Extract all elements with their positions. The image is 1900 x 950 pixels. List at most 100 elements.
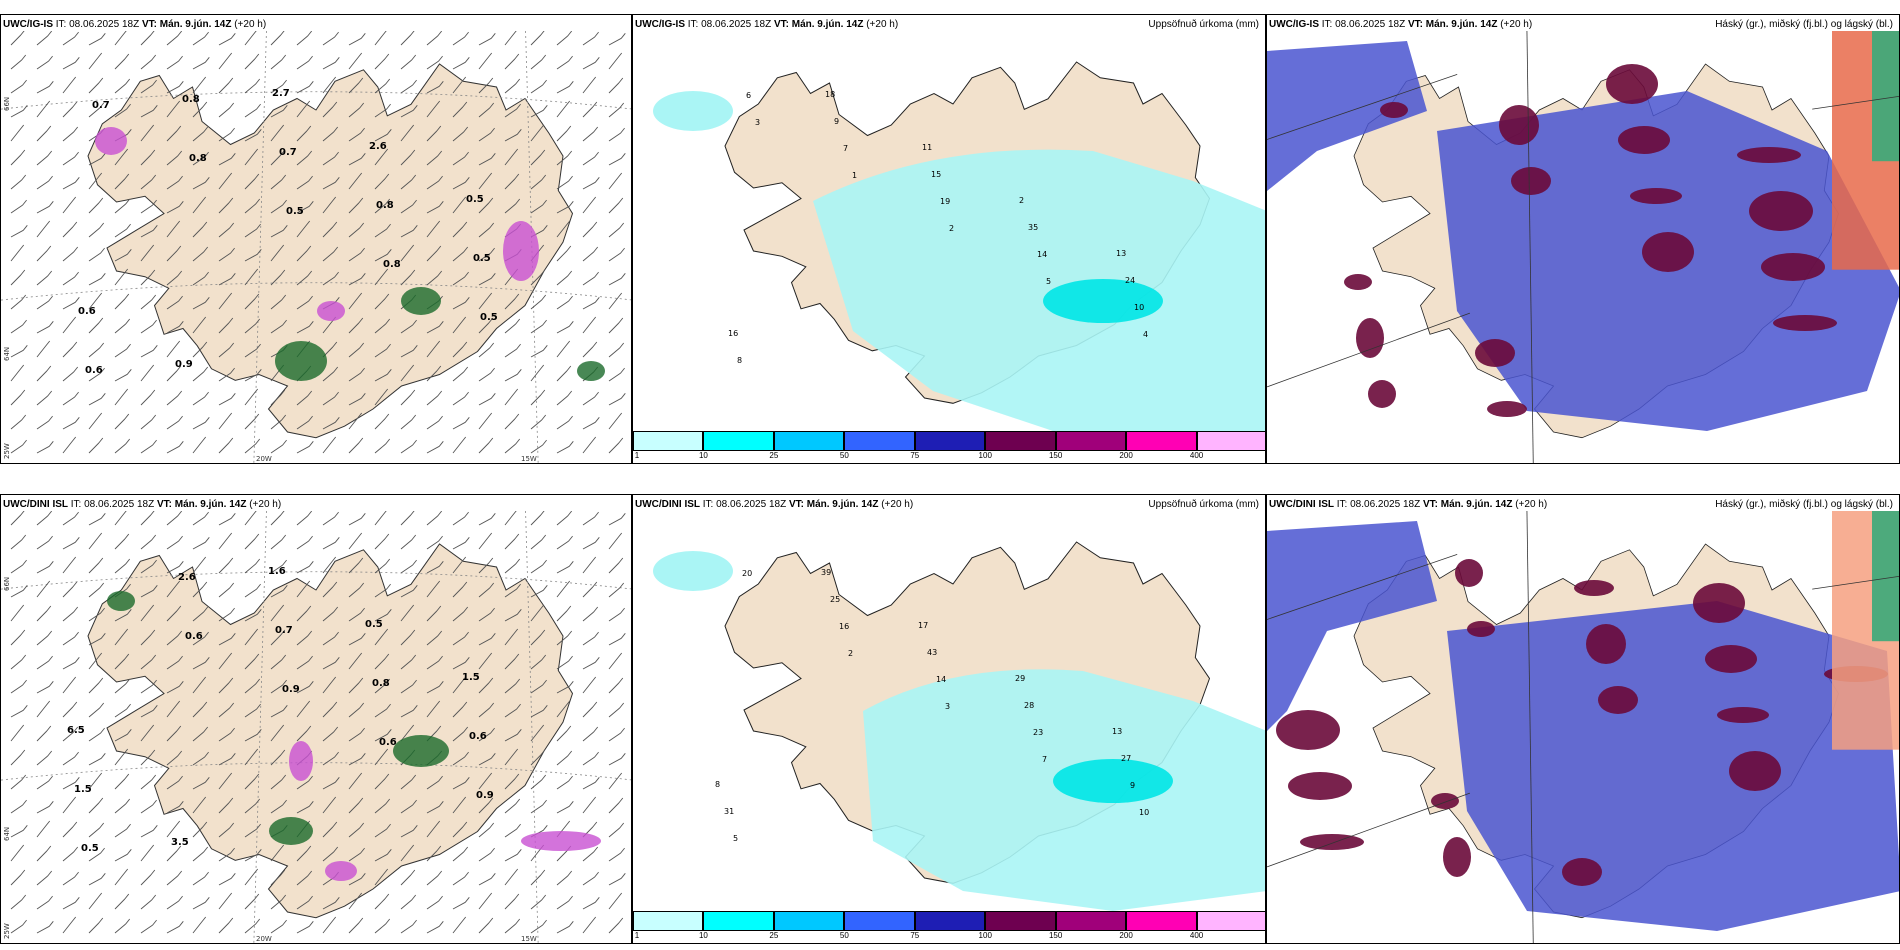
wind-barb [374, 893, 390, 910]
wind-barb [478, 172, 493, 190]
wind-barb [270, 79, 287, 94]
wind-barb [400, 105, 418, 118]
wind-barb [530, 269, 546, 286]
colorbar-segment [1196, 431, 1265, 451]
wind-barb [88, 753, 106, 766]
wind-barb [582, 796, 597, 814]
wind-barb [166, 340, 181, 358]
wind-barb [88, 873, 106, 886]
precip-blob [317, 301, 345, 321]
wind-barb [270, 629, 286, 646]
wind-barb [36, 150, 53, 166]
wind-barb [296, 561, 314, 574]
wind-barb [140, 149, 156, 166]
panel-header: UWC/IG-IS IT: 08.06.2025 18Z VT: Mán. 9.… [3, 19, 267, 30]
axis-label: 66N [3, 97, 11, 111]
wind-barb [114, 249, 132, 262]
wind-barb [374, 53, 390, 70]
wind-barb [88, 247, 105, 262]
wind-barb [608, 247, 625, 262]
colorbar-tick: 25 [769, 931, 779, 940]
wind-barb [556, 801, 574, 814]
wind-barb [556, 125, 572, 142]
wind-barb [452, 417, 470, 430]
wind-barb [556, 245, 572, 262]
wind-barb [322, 31, 339, 46]
colorbar-tick: 10 [698, 931, 708, 940]
wind-barb [62, 436, 77, 454]
cloud-high-patch [1344, 274, 1372, 290]
wind-barb [192, 271, 209, 286]
cloud-high-patch [1511, 167, 1551, 195]
wind-barb [322, 101, 338, 118]
value-label: 9 [1130, 781, 1135, 790]
wind-barb [166, 700, 181, 718]
wind-barb [582, 511, 599, 526]
wind-barb [36, 870, 53, 886]
wind-barb [244, 438, 261, 454]
cloud-high-patch [1586, 624, 1626, 664]
cloud-low-edge [1872, 511, 1899, 642]
graticule-line [1526, 31, 1534, 463]
cloud-high-patch [1499, 105, 1539, 145]
wind-barb [114, 729, 132, 742]
wind-barb [582, 606, 599, 622]
wind-barb [36, 775, 53, 790]
cloud-high-patch [1562, 858, 1602, 886]
panel-wind-ig: UWC/IG-IS IT: 08.06.2025 18Z VT: Mán. 9.… [0, 14, 632, 464]
wind-barb [192, 581, 208, 598]
wind-barb [478, 102, 495, 118]
wind-barb [608, 342, 625, 358]
wind-barb [582, 777, 600, 790]
graticule-line [253, 511, 267, 943]
wind-barb [374, 823, 391, 838]
wind-barb [140, 345, 158, 358]
cloud-high-patch [1300, 834, 1364, 850]
wind-barb [10, 799, 27, 814]
wind-barb [608, 33, 626, 46]
wind-barb [36, 681, 54, 694]
wind-barb [582, 196, 597, 214]
wind-barb [244, 129, 262, 142]
wind-barb [296, 725, 312, 742]
wind-barb [322, 897, 340, 910]
wind-barb [478, 557, 494, 574]
axis-label: 25W [3, 923, 11, 939]
wind-barb [88, 317, 104, 334]
wind-barb [218, 532, 233, 550]
value-label: 18 [825, 90, 835, 99]
wind-barb [114, 31, 127, 46]
wind-barb [504, 438, 521, 454]
wind-barb [556, 150, 573, 166]
wind-barb [114, 773, 130, 790]
wind-barb [426, 630, 443, 646]
wind-barb [218, 917, 234, 934]
wind-barb [114, 868, 129, 886]
cloud-high-patch [1606, 64, 1658, 104]
wind-barb [426, 270, 443, 286]
wind-barb [504, 103, 521, 118]
cloud-high-patch [1729, 751, 1781, 791]
wind-barb [348, 822, 365, 838]
wind-barb [192, 537, 210, 550]
wind-barb [218, 273, 236, 286]
panel-header: UWC/DINI ISL IT: 08.06.2025 18Z VT: Mán.… [635, 499, 914, 510]
wind-barb [504, 773, 520, 790]
wind-barb [322, 391, 339, 406]
wind-barb [296, 921, 314, 934]
wind-barb [608, 172, 623, 190]
wind-barb [478, 292, 493, 310]
colorbar-tick: 50 [839, 451, 849, 460]
wind-barb [608, 367, 625, 382]
wind-barb [270, 319, 287, 334]
wind-barb [270, 244, 285, 262]
wind-barb [426, 365, 442, 382]
wind-barb [140, 319, 157, 334]
wind-barb [36, 820, 51, 838]
wind-barb [426, 415, 443, 430]
wind-barb [244, 703, 261, 718]
wind-barb [400, 629, 416, 646]
wind-barb [426, 561, 444, 574]
value-label: 0.8 [376, 200, 394, 211]
wind-barb [10, 534, 27, 550]
